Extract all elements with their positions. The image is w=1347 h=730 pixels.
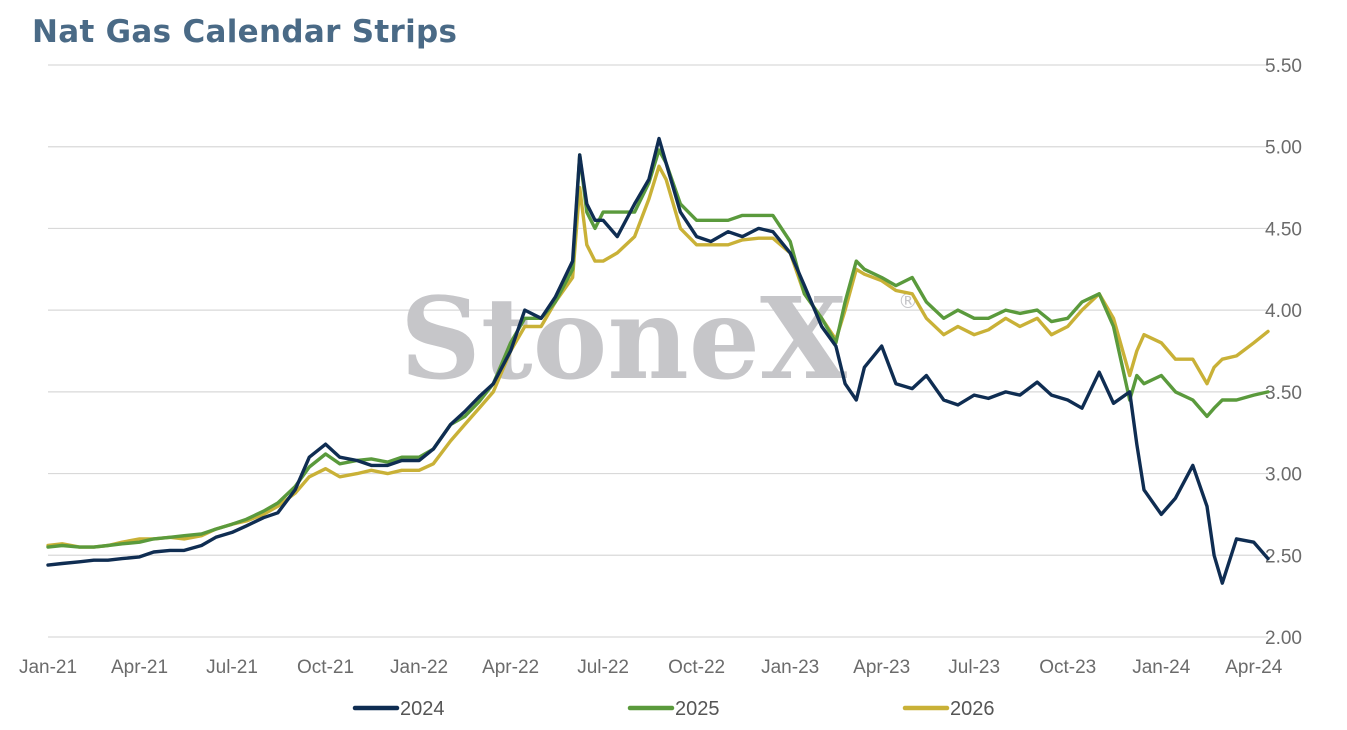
y-tick-label: 2.00 bbox=[1265, 628, 1302, 649]
y-axis-ticks: 2.00 2.50 3.00 3.50 4.00 4.50 5.00 5.50 bbox=[1265, 56, 1302, 649]
x-tick-label: Apr-23 bbox=[853, 657, 910, 678]
series-line-2024 bbox=[46, 136, 1270, 585]
y-tick-label: 2.50 bbox=[1265, 546, 1302, 567]
gridlines bbox=[48, 64, 1268, 638]
chart-title: Nat Gas Calendar Strips bbox=[32, 14, 458, 50]
x-tick-label: Jan-21 bbox=[19, 657, 77, 678]
y-tick-label: 4.00 bbox=[1265, 301, 1302, 322]
y-tick-label: 5.50 bbox=[1265, 56, 1302, 77]
y-tick-label: 3.50 bbox=[1265, 383, 1302, 404]
legend-label-2026: 2026 bbox=[950, 698, 995, 720]
x-tick-label: Jul-23 bbox=[948, 657, 1000, 678]
x-tick-label: Jul-21 bbox=[206, 657, 258, 678]
series-lines bbox=[46, 136, 1270, 585]
x-tick-label: Oct-23 bbox=[1039, 657, 1096, 678]
watermark-logo: StoneX bbox=[400, 274, 847, 405]
legend-label-2025: 2025 bbox=[675, 698, 720, 720]
y-tick-label: 5.00 bbox=[1265, 138, 1302, 159]
x-tick-label: Apr-21 bbox=[111, 657, 168, 678]
legend: 2024 2025 2026 bbox=[352, 698, 995, 720]
x-tick-label: Jan-24 bbox=[1132, 657, 1191, 678]
legend-label-2024: 2024 bbox=[400, 698, 445, 720]
x-axis-ticks: Jan-21 Apr-21 Jul-21 Oct-21 Jan-22 Apr-22 Jul-… bbox=[19, 657, 1283, 678]
series-line-2026 bbox=[46, 164, 1270, 549]
x-tick-label: Apr-22 bbox=[482, 657, 539, 678]
x-tick-label: Oct-22 bbox=[668, 657, 725, 678]
x-tick-label: Jan-23 bbox=[761, 657, 819, 678]
x-tick-label: Oct-21 bbox=[297, 657, 354, 678]
x-tick-label: Jan-22 bbox=[390, 657, 448, 678]
x-tick-label: Apr-24 bbox=[1225, 657, 1282, 678]
y-tick-label: 3.00 bbox=[1265, 465, 1302, 486]
y-tick-label: 4.50 bbox=[1265, 219, 1302, 240]
x-tick-label: Jul-22 bbox=[577, 657, 629, 678]
